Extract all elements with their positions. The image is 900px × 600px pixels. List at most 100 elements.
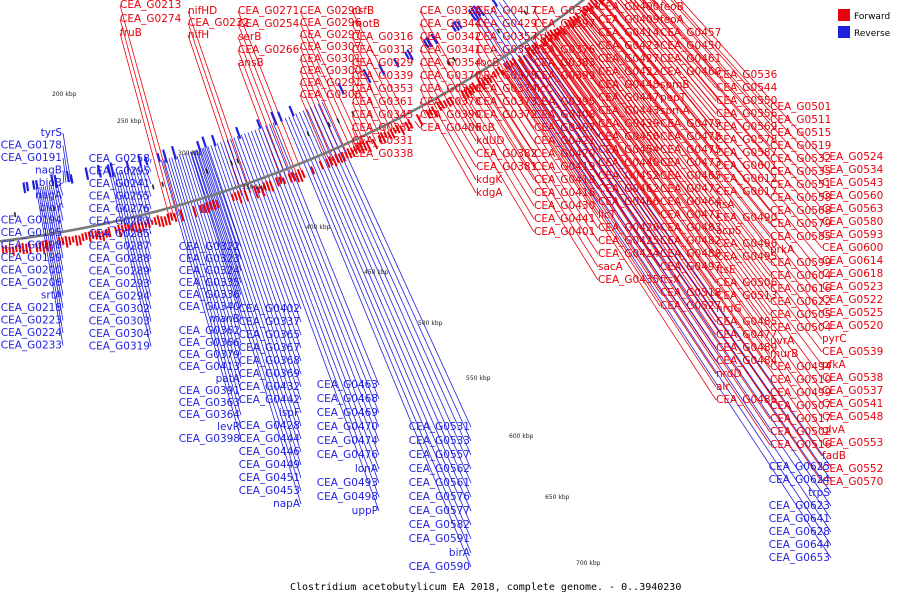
forward-gene-label: CEA_G0580 [822,216,883,228]
forward-feature [480,78,487,86]
reverse-gene-label: CEA_G0324 [179,265,241,277]
forward-gene-label: CEA_G0372 [476,109,537,121]
forward-feature [104,229,108,238]
leader-line [202,147,242,260]
forward-feature [18,243,22,253]
leader-line [475,49,492,78]
reverse-gene-label: CEA_G0591 [409,533,470,545]
reverse-gene-label: CEA_G0337 [239,316,300,328]
leader-line [42,186,64,296]
forward-feature [259,185,266,197]
forward-feature [502,62,509,71]
leader-line [594,3,823,288]
forward-gene-label: CEA_G0551 [770,179,831,191]
forward-gene-label: CEA_G0380 [420,83,481,95]
reverse-feature [377,63,386,76]
forward-gene-label: CEA_G0494 [770,361,832,373]
forward-gene-label: CEA_G0471 [660,209,721,221]
forward-gene-label: CEA_G0489 [716,342,777,354]
reverse-gene-label: bioY [40,202,63,214]
leader-line [582,13,661,112]
forward-feature [361,140,368,152]
leader-line [54,184,64,221]
forward-feature [428,108,434,116]
forward-gene-label: ftsX [660,274,680,286]
leader-line [429,112,477,194]
forward-feature [198,204,204,214]
leader-line [554,33,771,329]
forward-gene-label: kdgA [476,187,503,199]
reverse-gene-label: CEA_G0200 [1,265,62,277]
leader-line [630,0,661,34]
forward-gene-label: spmB [660,79,690,91]
leader-line [491,76,599,242]
reverse-gene-label: CEA_G0198 [1,240,62,252]
leader-line [545,40,599,112]
leader-line [590,6,823,301]
reverse-gene-label: CEA_G0362 [179,325,240,337]
forward-feature [574,12,581,20]
forward-feature [471,81,479,93]
reverse-feature [235,126,242,140]
leader-line [233,137,302,323]
leader-line [119,32,170,219]
reverse-gene-label: uppP [352,505,378,517]
reverse-gene-label: CEA_G0276 [89,203,151,215]
leader-line [639,0,717,89]
forward-gene-label: CEA_G0510 [770,374,831,386]
leader-line [513,61,771,446]
forward-feature [169,212,174,221]
leader-line [419,23,461,96]
forward-feature [114,226,118,234]
forward-gene-label: CEA_G0419 [534,161,595,173]
forward-gene-label: CEA_G0460 [660,66,721,78]
leader-line [619,0,717,115]
leader-line [584,11,717,180]
forward-gene-label: CEA_G0441 [534,213,595,225]
forward-feature [379,131,387,144]
reverse-gene-label: CEA_G0288 [89,253,150,265]
leader-line [119,4,179,216]
forward-feature [533,41,540,51]
leader-line [166,158,242,416]
reverse-feature [288,105,295,117]
forward-feature [486,74,493,84]
reverse-gene-label: ispF [279,407,300,419]
forward-gene-label: ansB [238,57,264,69]
forward-gene-label: CEA_G0429 [476,18,537,30]
leader-line [223,140,302,362]
leader-line [548,37,823,418]
reverse-gene-label: CEA_G0304 [89,328,151,340]
forward-feature [64,235,69,248]
forward-gene-label: CEA_G0568 [770,205,831,217]
forward-feature [28,242,32,254]
forward-gene-label: CEA_G0418 [534,174,595,186]
forward-gene-label: uvrA [770,335,795,347]
leader-line [206,146,242,248]
forward-feature [593,0,599,5]
reverse-gene-label: CEA_G0474 [317,435,379,447]
forward-feature [44,239,49,251]
reverse-feature [425,36,433,48]
forward-feature [21,242,25,255]
forward-gene-label: CEA_G0506 [716,277,778,289]
minor-feature [351,111,355,117]
forward-feature [252,185,260,199]
forward-feature [337,153,344,164]
forward-feature [14,245,18,253]
reverse-gene-label: CEA_G0623 [769,500,830,512]
forward-feature [140,221,145,232]
forward-gene-label: motB [352,18,380,30]
forward-gene-label: CEA_G0381 [476,161,537,173]
forward-gene-label: pfkA [822,359,846,371]
forward-gene-label: CEA_G0536 [716,69,778,81]
reverse-gene-label: CEA_G0323 [179,253,240,265]
leader-line [109,173,152,347]
leader-line [502,0,832,468]
forward-feature [179,209,185,222]
forward-gene-label: CEA_G0552 [822,463,883,475]
reverse-gene-label: CEA_G0293 [89,278,150,290]
forward-feature [57,236,62,246]
reverse-gene-label: CEA_G0531 [409,421,470,433]
forward-gene-label: CEA_G0618 [822,268,883,280]
